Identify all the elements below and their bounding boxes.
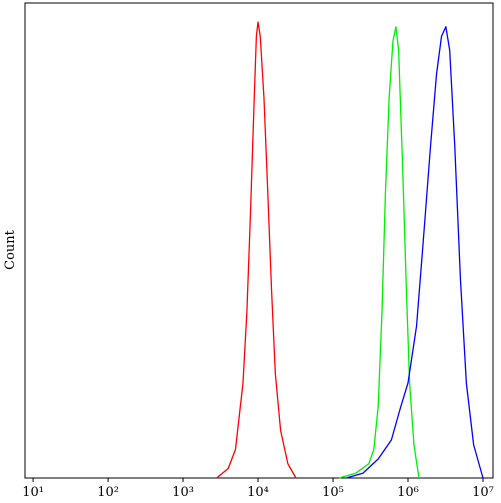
x-tick-label: 10³ [172, 485, 194, 500]
x-tick-label: 10⁵ [322, 485, 344, 500]
histogram-line [338, 26, 420, 479]
x-tick-label: 10⁶ [397, 485, 419, 500]
y-axis-label: Count [3, 229, 18, 270]
x-tick-label: 10⁷ [472, 485, 494, 500]
histogram-line [346, 26, 484, 479]
x-tick-label: 10² [97, 485, 119, 500]
plot-frame [24, 2, 494, 479]
histogram-line [216, 21, 297, 479]
x-tick-label: 10¹ [22, 485, 44, 500]
x-tick-label: 10⁴ [247, 485, 269, 500]
